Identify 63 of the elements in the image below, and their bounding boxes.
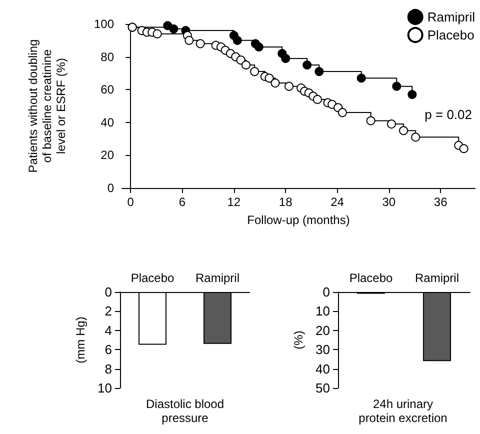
y-tick-label: 40 <box>316 361 330 376</box>
point <box>169 24 178 34</box>
x-tick-label: 24 <box>330 195 344 209</box>
point <box>386 120 396 129</box>
legend-label: Ramipril <box>427 10 476 24</box>
point <box>411 132 420 142</box>
point <box>232 36 242 45</box>
y-tick-label: 100 <box>94 17 114 31</box>
x-tick-label: 36 <box>434 195 448 209</box>
point <box>392 82 402 91</box>
x-axis-title: 24h urinary protein excretion <box>358 397 448 425</box>
point <box>338 108 347 118</box>
x-tick-label: Ramipril <box>414 271 460 285</box>
y-tick-label: 20 <box>100 148 114 162</box>
y-tick-label: 80 <box>100 50 114 64</box>
point <box>302 60 312 70</box>
point <box>281 54 290 63</box>
point <box>254 42 264 52</box>
y-tick-label: 50 <box>316 380 330 396</box>
point <box>152 29 162 38</box>
point <box>184 36 194 45</box>
point <box>270 78 280 88</box>
x-tick-label: 18 <box>278 195 293 209</box>
point <box>196 39 205 48</box>
y-axis-title: (%) <box>292 330 306 350</box>
y-tick-label: 30 <box>316 342 330 358</box>
point <box>250 67 260 76</box>
point <box>312 94 322 104</box>
point <box>459 144 468 154</box>
point <box>399 126 408 136</box>
y-tick-label: 10 <box>98 380 112 396</box>
y-tick-label: 8 <box>104 361 112 376</box>
x-tick-label: 6 <box>178 195 186 209</box>
point <box>264 74 274 83</box>
y-tick-label: 40 <box>100 115 114 130</box>
y-tick-label: 0 <box>104 284 112 300</box>
point <box>408 90 417 100</box>
y-tick-label: 10 <box>316 304 330 319</box>
y-tick-label: 4 <box>104 322 112 338</box>
x-tick-label: Ramipril <box>195 271 240 285</box>
x-axis-title: Follow-up (months) <box>247 213 350 227</box>
x-tick-label: Placebo <box>349 271 394 285</box>
y-tick-label: 0 <box>107 181 114 195</box>
point <box>356 74 366 83</box>
legend-label: Placebo <box>427 28 474 42</box>
point <box>241 60 250 70</box>
y-axis-title: (mm Hg) <box>74 316 88 364</box>
y-tick-label: 0 <box>322 284 330 300</box>
point <box>236 56 246 65</box>
x-tick-label: 30 <box>382 195 396 209</box>
point <box>284 82 294 91</box>
point <box>366 116 376 126</box>
y-tick-label: 6 <box>104 342 112 358</box>
x-axis-title: Diastolic blood pressure <box>146 397 224 425</box>
point <box>314 67 324 76</box>
x-tick-label: 12 <box>227 195 241 209</box>
x-tick-label: 0 <box>127 195 134 209</box>
annotation: p = 0.02 <box>424 107 472 122</box>
y-tick-label: 2 <box>104 304 112 319</box>
y-tick-label: 60 <box>100 82 114 97</box>
y-tick-label: 20 <box>316 322 330 338</box>
y-axis-title: Patients without doubling of baseline creatinine level or ESRF (%) <box>26 39 68 173</box>
x-tick-label: Placebo <box>130 271 175 285</box>
